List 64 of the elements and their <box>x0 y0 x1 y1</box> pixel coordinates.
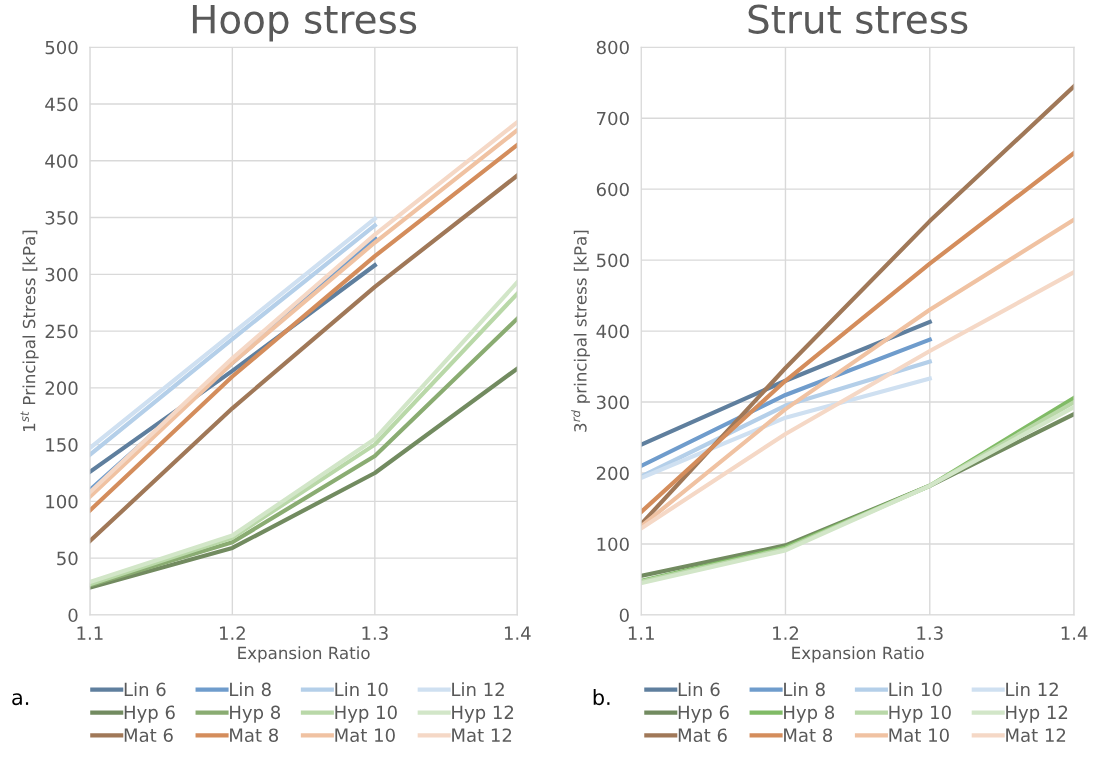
y-tick-label: 0 <box>68 608 78 623</box>
line-series <box>89 366 518 590</box>
chart-title: Hoop stress <box>192 5 417 42</box>
text: a. <box>12 693 29 706</box>
legend-label: Lin 6 <box>124 682 166 697</box>
legend-label: Lin 6 <box>678 682 720 697</box>
chart-title: Strut stress <box>748 4 968 34</box>
legend-label: Mat 12 <box>1006 728 1066 743</box>
legend-label: Mat 10 <box>335 728 395 743</box>
y-axis-title: 1$^{st}$ Principal Stress [kPa] <box>20 230 39 432</box>
legend-label: Lin 10 <box>335 682 388 697</box>
x-tick-label: 1.1 <box>628 626 654 640</box>
legend-label: Mat 12 <box>452 728 512 743</box>
y-tick-label: 450 <box>45 97 78 112</box>
legend-label: Hyp 6 <box>678 705 729 723</box>
x-tick-label: 1.4 <box>504 626 531 640</box>
text: b. <box>593 689 610 706</box>
y-tick-label: 600 <box>596 182 629 197</box>
legend-label: Lin 8 <box>784 682 825 697</box>
y-tick-label: 0 <box>619 608 629 623</box>
legend-label: Mat 10 <box>889 728 949 743</box>
y-tick-label: 500 <box>596 253 629 268</box>
line-series <box>641 270 1075 531</box>
legend-label: Mat 6 <box>678 728 727 743</box>
y-tick-label: 200 <box>596 466 629 481</box>
y-tick-label: 50 <box>57 551 78 566</box>
y-tick-label: 100 <box>597 537 629 552</box>
legend-label: Lin 12 <box>1006 682 1058 696</box>
y-tick-label: 300 <box>45 267 78 282</box>
legend-label: Mat 8 <box>784 728 833 743</box>
legend-label: Hyp 6 <box>124 705 175 723</box>
y-tick-label: 500 <box>45 40 78 55</box>
x-tick-label: 1.4 <box>1061 626 1088 640</box>
legend-label: Hyp 10 <box>335 705 397 723</box>
legend-label: Hyp 10 <box>889 705 951 723</box>
legend-label: Lin 12 <box>452 682 504 696</box>
y-tick-label: 200 <box>45 381 78 395</box>
legend-label: Lin 10 <box>889 682 942 697</box>
legend-label: Mat 8 <box>230 728 279 743</box>
x-axis-title: Expansion Ratio <box>238 646 370 663</box>
legend-label: Hyp 12 <box>1006 705 1068 723</box>
x-tick-label: 1.1 <box>77 626 103 640</box>
line-series <box>641 150 1075 515</box>
y-tick-label: 400 <box>596 324 629 339</box>
y-tick-label: 700 <box>597 111 629 126</box>
y-tick-label: 150 <box>46 438 78 452</box>
legend-label: Hyp 8 <box>784 705 835 723</box>
y-tick-label: 250 <box>45 324 78 339</box>
x-tick-label: 1.3 <box>917 626 943 641</box>
y-tick-label: 350 <box>45 211 78 225</box>
y-tick-label: 300 <box>596 395 629 410</box>
y-tick-label: 100 <box>46 494 78 509</box>
x-tick-label: 1.2 <box>773 626 799 640</box>
legend-label: Hyp 8 <box>230 705 281 723</box>
x-tick-label: 1.3 <box>362 626 388 641</box>
y-tick-label: 400 <box>45 154 78 168</box>
legend-label: Lin 8 <box>230 682 271 697</box>
x-axis-title: Expansion Ratio <box>792 646 924 663</box>
y-axis-title: 3$^{rd}$ principal stress [kPa] <box>571 230 590 432</box>
x-tick-label: 1.2 <box>219 626 245 640</box>
legend-label: Mat 6 <box>124 728 173 743</box>
legend-label: Hyp 12 <box>452 705 514 723</box>
line-series <box>89 173 518 544</box>
y-tick-label: 800 <box>596 40 629 55</box>
